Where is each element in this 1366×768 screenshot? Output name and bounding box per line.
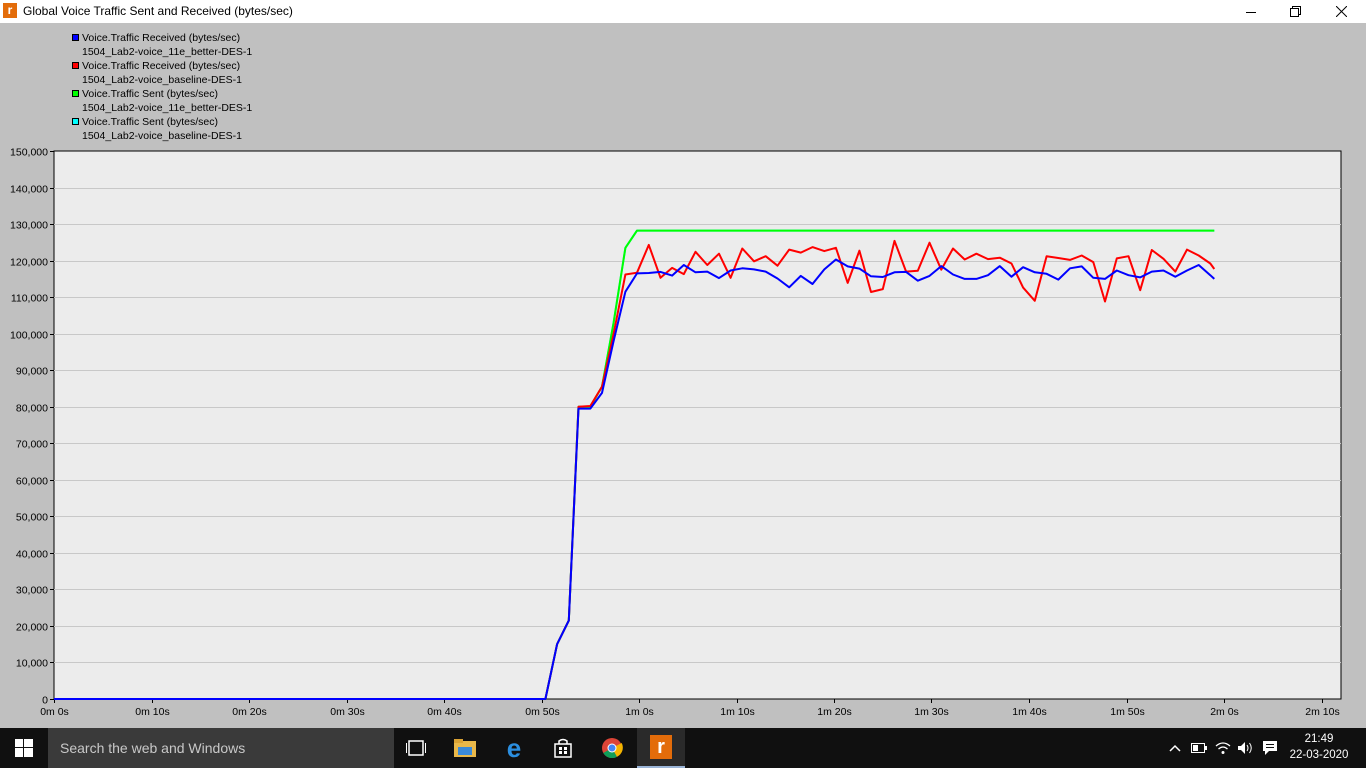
x-tick-label: 0m 10s [135, 706, 169, 718]
legend: Voice.Traffic Received (bytes/sec) 1504_… [72, 31, 252, 143]
y-tick-label: 80,000 [16, 403, 48, 415]
riverbed-icon: r [650, 735, 672, 759]
notification-icon [1263, 741, 1277, 755]
legend-series-name: Voice.Traffic Sent (bytes/sec) [82, 88, 218, 100]
chevron-up-icon [1169, 744, 1181, 752]
taskbar: Search the web and Windows e r 21:49 22-… [0, 728, 1366, 768]
y-tick-label: 130,000 [10, 220, 48, 232]
task-view-button[interactable] [392, 728, 440, 768]
y-tick-label: 40,000 [16, 549, 48, 561]
y-tick-label: 120,000 [10, 257, 48, 269]
x-tick-label: 0m 30s [330, 706, 364, 718]
chrome-icon [602, 738, 623, 759]
legend-scenario: 1504_Lab2-voice_baseline-DES-1 [82, 130, 242, 142]
y-tick-label: 70,000 [16, 439, 48, 451]
legend-swatch [72, 34, 79, 41]
restore-icon [1289, 6, 1301, 17]
close-button[interactable] [1318, 0, 1364, 23]
chrome-button[interactable] [588, 728, 636, 768]
legend-series-name: Voice.Traffic Sent (bytes/sec) [82, 116, 218, 128]
edge-browser-button[interactable]: e [490, 728, 538, 768]
legend-swatch [72, 118, 79, 125]
x-tick-label: 0m 20s [232, 706, 266, 718]
task-view-icon [406, 740, 426, 756]
search-placeholder: Search the web and Windows [60, 740, 246, 756]
y-tick-label: 60,000 [16, 476, 48, 488]
riverbed-app-icon: r [3, 3, 17, 18]
legend-item: Voice.Traffic Received (bytes/sec) [72, 31, 252, 45]
system-clock[interactable]: 21:49 22-03-2020 [1284, 731, 1354, 763]
window-title-bar[interactable]: r Global Voice Traffic Sent and Received… [0, 0, 1366, 23]
clock-date: 22-03-2020 [1289, 749, 1349, 761]
x-tick-label: 0m 40s [427, 706, 461, 718]
y-tick-label: 90,000 [16, 366, 48, 378]
riverbed-modeler-button[interactable]: r [637, 728, 685, 768]
legend-scenario: 1504_Lab2-voice_baseline-DES-1 [82, 74, 242, 86]
x-tick-label: 1m 50s [1110, 706, 1144, 718]
y-tick-label: 140,000 [10, 184, 48, 196]
minimize-button[interactable] [1228, 0, 1274, 23]
legend-series-name: Voice.Traffic Received (bytes/sec) [82, 32, 241, 44]
file-explorer-button[interactable] [441, 728, 489, 768]
y-tick-label: 0 [42, 695, 48, 707]
action-center-button[interactable] [1261, 738, 1279, 758]
x-tick-label: 0m 50s [525, 706, 559, 718]
minimize-icon [1246, 11, 1256, 13]
battery-button[interactable] [1190, 738, 1208, 758]
x-tick-label: 1m 40s [1012, 706, 1046, 718]
edge-icon: e [506, 732, 522, 763]
plot-area [53, 150, 1342, 700]
legend-item: Voice.Traffic Received (bytes/sec) [72, 59, 252, 73]
y-tick-label: 30,000 [16, 585, 48, 597]
window-title: Global Voice Traffic Sent and Received (… [23, 4, 293, 18]
legend-swatch [72, 62, 79, 69]
y-tick-label: 50,000 [16, 512, 48, 524]
graph-panel: Voice.Traffic Received (bytes/sec) 1504_… [0, 23, 1366, 728]
restore-button[interactable] [1272, 0, 1318, 23]
legend-item: Voice.Traffic Sent (bytes/sec) [72, 115, 252, 129]
legend-swatch [72, 90, 79, 97]
wifi-icon [1215, 742, 1231, 754]
start-button[interactable] [0, 728, 48, 768]
legend-item: Voice.Traffic Sent (bytes/sec) [72, 87, 252, 101]
series-line [54, 239, 1216, 700]
volume-button[interactable] [1237, 738, 1255, 758]
y-tick-label: 20,000 [16, 622, 48, 634]
folder-icon [454, 739, 476, 757]
y-tick-label: 150,000 [10, 147, 48, 159]
x-tick-label: 1m 20s [817, 706, 851, 718]
y-tick-label: 110,000 [11, 293, 48, 305]
x-tick-label: 2m 0s [1210, 706, 1239, 718]
y-tick-label: 10,000 [16, 658, 48, 670]
legend-scenario: 1504_Lab2-voice_11e_better-DES-1 [82, 46, 253, 58]
legend-scenario: 1504_Lab2-voice_11e_better-DES-1 [82, 102, 253, 114]
wifi-button[interactable] [1214, 738, 1232, 758]
x-tick-label: 1m 30s [914, 706, 948, 718]
x-tick-label: 1m 10s [720, 706, 754, 718]
series-line [54, 258, 1215, 700]
x-tick-label: 1m 0s [625, 706, 654, 718]
battery-icon [1191, 743, 1207, 753]
taskbar-search-box[interactable]: Search the web and Windows [48, 728, 394, 768]
x-tick-label: 2m 10s [1305, 706, 1339, 718]
close-icon [1335, 6, 1347, 17]
show-hidden-icons-button[interactable] [1166, 738, 1184, 758]
windows-logo-icon [15, 739, 33, 757]
store-button[interactable] [539, 728, 587, 768]
line-chart: 0 10,000 20,000 30,000 40,000 50,000 60,000 70,… [10, 147, 1342, 718]
x-tick-label: 0m 0s [40, 706, 69, 718]
y-tick-label: 100,000 [10, 330, 48, 342]
clock-time: 21:49 [1304, 733, 1334, 745]
legend-series-name: Voice.Traffic Received (bytes/sec) [82, 60, 241, 72]
store-bag-icon [554, 738, 572, 758]
speaker-icon [1238, 742, 1252, 754]
